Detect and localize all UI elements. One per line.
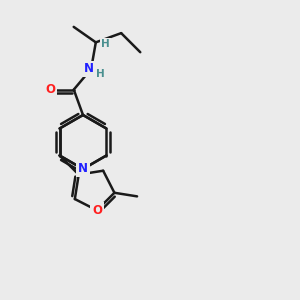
Text: O: O <box>45 83 55 96</box>
Text: N: N <box>78 163 88 176</box>
Text: H: H <box>101 39 110 50</box>
Text: O: O <box>92 204 102 217</box>
Text: N: N <box>84 62 94 75</box>
Text: H: H <box>96 69 104 79</box>
